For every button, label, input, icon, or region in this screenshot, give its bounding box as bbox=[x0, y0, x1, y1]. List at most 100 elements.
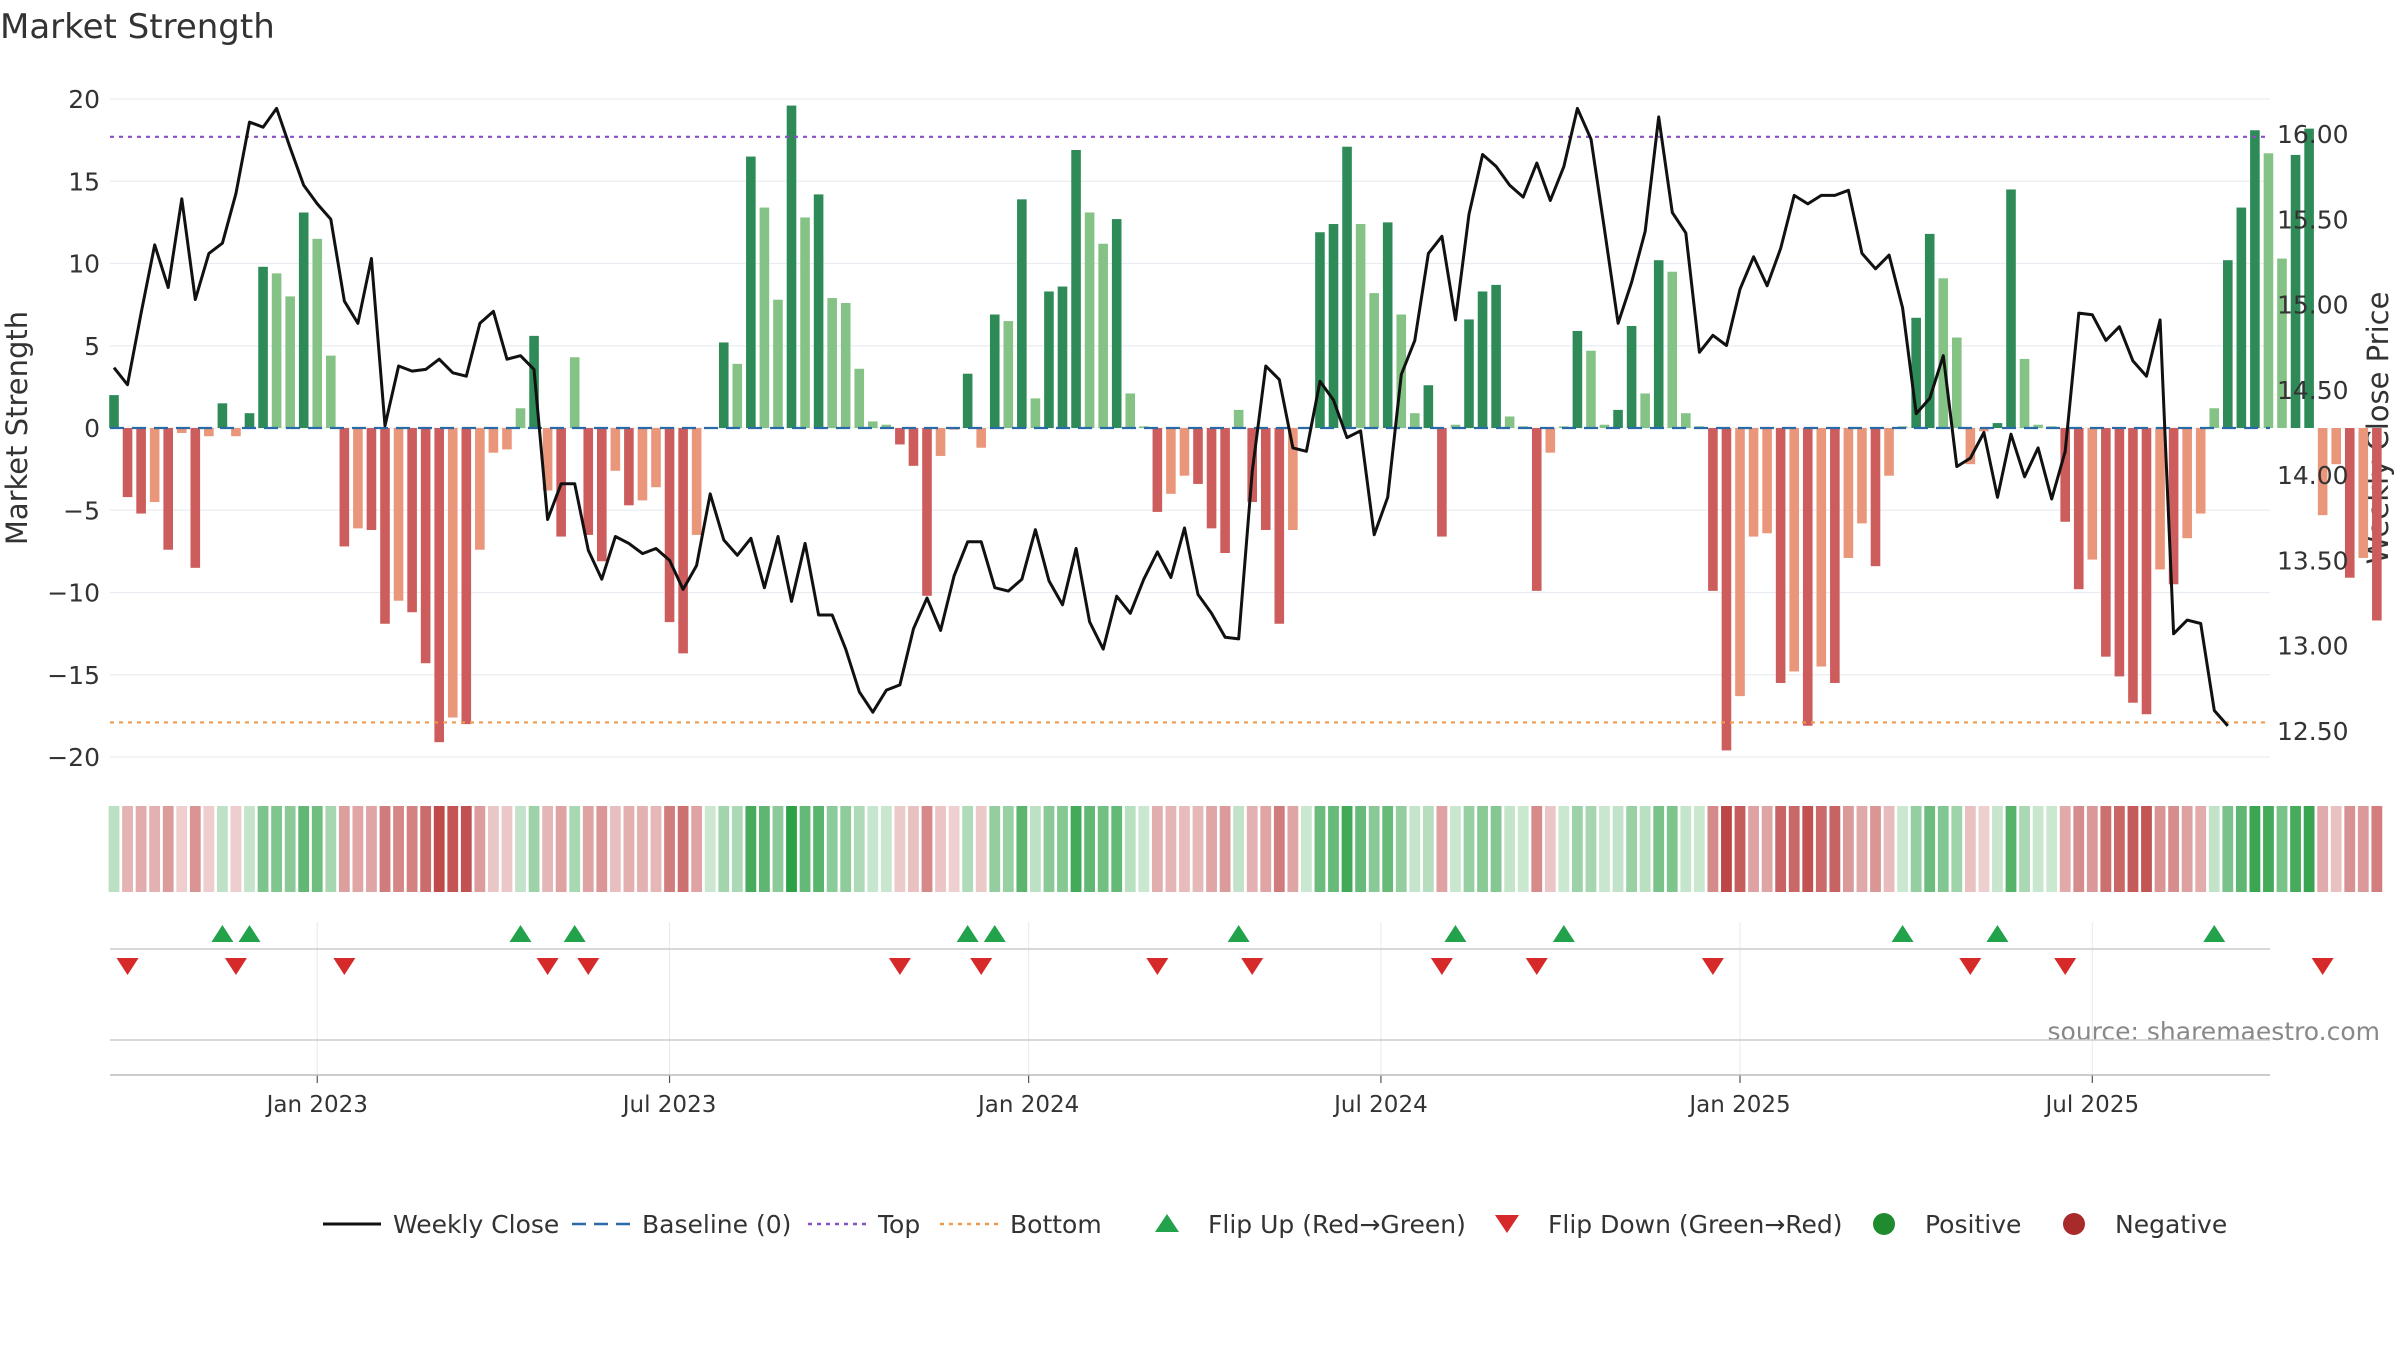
strength-bar bbox=[651, 428, 661, 488]
heat-cell bbox=[664, 806, 675, 892]
heat-cell bbox=[1544, 806, 1556, 892]
heat-cell bbox=[1815, 806, 1827, 892]
heat-cell bbox=[1910, 806, 1922, 892]
heat-cell bbox=[542, 806, 553, 892]
strength-bar bbox=[1545, 428, 1556, 453]
legend-label: Bottom bbox=[1010, 1210, 1102, 1239]
strength-bar bbox=[718, 342, 729, 428]
strength-heat-strip bbox=[108, 806, 2383, 892]
heat-cell bbox=[2019, 806, 2030, 892]
heat-cell bbox=[433, 806, 445, 892]
heat-cell bbox=[2263, 806, 2274, 892]
heat-cell bbox=[2154, 806, 2166, 892]
heat-cell bbox=[488, 806, 499, 892]
strength-bar bbox=[786, 105, 797, 428]
heat-cell bbox=[447, 806, 459, 892]
strength-bar bbox=[312, 238, 323, 428]
strength-bar bbox=[1924, 233, 1935, 428]
strength-bar bbox=[1667, 271, 1678, 428]
strength-bar bbox=[989, 314, 1000, 428]
left-tick-label: 10 bbox=[68, 250, 100, 279]
heat-cell bbox=[2059, 806, 2071, 892]
legend-item: Baseline (0) bbox=[572, 1210, 791, 1239]
legend-item: Negative bbox=[2063, 1210, 2227, 1239]
heat-cell bbox=[1843, 806, 1854, 892]
heat-cell bbox=[1707, 806, 1719, 892]
heat-cell bbox=[1937, 806, 1949, 892]
strength-bar bbox=[868, 421, 878, 428]
strength-bar bbox=[515, 408, 526, 428]
strength-bar bbox=[1220, 428, 1230, 554]
heat-cell bbox=[1531, 806, 1543, 892]
legend-label: Weekly Close bbox=[393, 1210, 559, 1239]
heat-cell bbox=[677, 806, 689, 892]
legend-swatch-circle bbox=[1873, 1213, 1895, 1235]
strength-bar bbox=[854, 368, 865, 428]
heat-cell bbox=[1978, 806, 1990, 892]
flip-down-marker bbox=[1241, 958, 1264, 975]
strength-bar bbox=[1681, 413, 1691, 428]
strength-bar bbox=[1708, 428, 1718, 591]
strength-bars bbox=[109, 105, 2382, 751]
heat-cell bbox=[1084, 806, 1095, 892]
right-tick-label: 13.50 bbox=[2277, 546, 2349, 575]
left-tick-label: −10 bbox=[47, 579, 100, 608]
strength-bar bbox=[2155, 428, 2165, 570]
heat-cell bbox=[2073, 806, 2085, 892]
strength-bar bbox=[2331, 428, 2341, 465]
heat-cell bbox=[122, 806, 133, 892]
strength-bar bbox=[962, 373, 973, 428]
strength-bar bbox=[407, 428, 417, 613]
strength-bar bbox=[1017, 199, 1027, 428]
strength-bar bbox=[244, 413, 255, 428]
heat-cell bbox=[2032, 806, 2044, 892]
heat-cell bbox=[1165, 806, 1177, 892]
strength-bar bbox=[2141, 428, 2152, 715]
heat-cell bbox=[1463, 806, 1475, 892]
strength-bar bbox=[1030, 398, 1041, 428]
flip-down-marker bbox=[224, 958, 247, 975]
x-tick-label: Jan 2024 bbox=[976, 1092, 1079, 1118]
heat-cell bbox=[1030, 806, 1041, 892]
strength-bar bbox=[1382, 222, 1393, 428]
strength-bar bbox=[1789, 428, 1799, 672]
strength-bar bbox=[2019, 358, 2030, 428]
heat-cell bbox=[1734, 806, 1746, 892]
heat-cell bbox=[2330, 806, 2342, 892]
strength-bar bbox=[746, 156, 756, 428]
x-tick-label: Jul 2024 bbox=[1332, 1092, 1428, 1118]
heat-cell bbox=[1897, 806, 1908, 892]
heat-cell bbox=[853, 806, 865, 892]
strength-bar bbox=[353, 428, 363, 529]
strength-bar bbox=[2182, 428, 2192, 539]
heat-cell bbox=[379, 806, 391, 892]
strength-bar bbox=[149, 428, 160, 503]
heat-cell bbox=[1002, 806, 1014, 892]
strength-bar bbox=[1531, 428, 1542, 591]
heat-cell bbox=[149, 806, 161, 892]
flip-up-marker bbox=[211, 925, 234, 942]
chart-title: Market Strength bbox=[0, 7, 275, 47]
strength-bar bbox=[881, 424, 892, 428]
left-tick-label: −20 bbox=[47, 743, 100, 772]
heat-cell bbox=[731, 806, 743, 892]
heat-cell bbox=[311, 806, 323, 892]
strength-bar bbox=[1613, 409, 1623, 428]
heat-cell bbox=[108, 806, 120, 892]
heat-cell bbox=[2344, 806, 2356, 892]
heat-cell bbox=[1802, 806, 1814, 892]
heat-cell bbox=[135, 806, 147, 892]
strength-bar bbox=[1003, 321, 1014, 428]
strength-bar bbox=[136, 428, 146, 514]
heat-cell bbox=[1097, 806, 1109, 892]
strength-bar bbox=[2317, 428, 2328, 516]
strength-bar bbox=[569, 357, 580, 428]
strength-bar bbox=[1884, 428, 1894, 476]
heat-cell bbox=[1179, 806, 1190, 892]
heat-cell bbox=[1395, 806, 1407, 892]
strength-bar bbox=[1260, 428, 1271, 530]
heat-cell bbox=[582, 806, 594, 892]
heat-cell bbox=[2303, 806, 2315, 892]
strength-bar bbox=[2358, 428, 2369, 558]
